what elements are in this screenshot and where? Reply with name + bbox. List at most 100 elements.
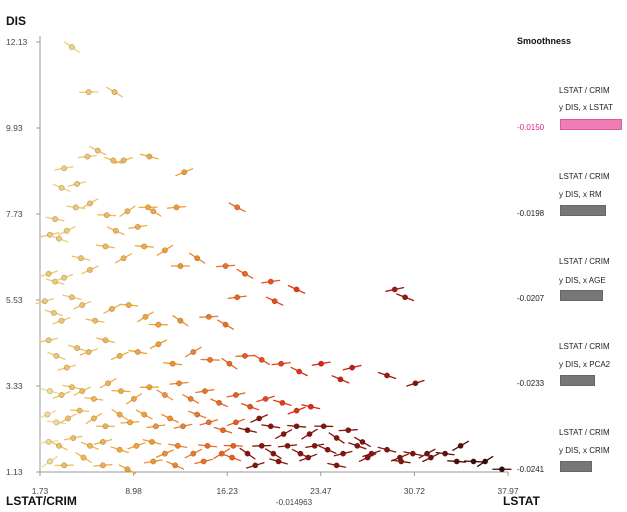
data-point (152, 423, 159, 430)
ranking-item-title: LSTAT / CRIM (559, 86, 610, 95)
data-point (84, 153, 91, 160)
ranking-item-axes: y DIS, x CRIM (559, 446, 610, 455)
data-point (412, 380, 419, 387)
data-point (146, 153, 153, 160)
data-point (318, 360, 325, 367)
data-point (187, 395, 194, 402)
data-point (247, 403, 254, 410)
ranking-item-bar[interactable] (560, 290, 604, 301)
data-point (482, 458, 489, 465)
data-point (45, 270, 52, 277)
data-point (359, 438, 366, 445)
data-point (307, 403, 314, 410)
ranking-item-bar[interactable] (560, 461, 592, 472)
data-point (384, 446, 390, 453)
data-point (87, 266, 93, 273)
data-point (52, 278, 59, 285)
data-point (180, 423, 186, 430)
data-point (155, 341, 162, 348)
ranking-item-bar[interactable] (560, 375, 595, 386)
data-point (173, 204, 180, 211)
data-point (207, 356, 214, 363)
data-point (194, 411, 201, 418)
data-point (402, 294, 409, 301)
data-point (99, 438, 106, 445)
data-point (149, 438, 155, 445)
ranking-item-value: -0.0241 (517, 465, 545, 474)
data-point (125, 302, 132, 309)
data-point (284, 442, 291, 449)
data-point (354, 442, 361, 449)
data-point (94, 147, 101, 154)
data-point (258, 442, 265, 449)
data-point (63, 364, 70, 371)
data-point (87, 442, 93, 449)
data-point (174, 442, 181, 449)
data-point (216, 399, 223, 406)
ranking-item-value: -0.0150 (517, 123, 545, 132)
data-point (169, 360, 176, 367)
data-point (409, 450, 416, 457)
data-point (280, 431, 287, 438)
data-point (105, 380, 112, 387)
data-point (79, 302, 86, 309)
data-point (364, 454, 371, 461)
data-point (110, 157, 117, 164)
data-point (293, 407, 300, 414)
data-point (133, 442, 140, 449)
smoothness-panel-title: Smoothness (517, 36, 572, 46)
data-point (234, 204, 241, 211)
data-point (74, 345, 81, 352)
data-point (50, 309, 57, 316)
x-tick-label: 30.72 (404, 486, 426, 496)
data-point (70, 435, 77, 441)
data-point (87, 200, 93, 207)
y-axis-label: DIS (6, 14, 27, 28)
data-point (232, 392, 239, 398)
ranking-item-value: -0.0233 (517, 379, 545, 388)
data-point (111, 89, 118, 95)
data-point (470, 458, 477, 465)
data-point (442, 450, 449, 457)
data-point (102, 423, 109, 430)
axes: 1.73 8.98 16.23 23.47 30.72 37.97 12.13 9.93 7.7… (6, 36, 519, 496)
y-tick-label: 1.13 (6, 467, 23, 477)
ranking-item-bar[interactable] (560, 119, 622, 130)
data-point (141, 411, 148, 418)
data-point (76, 407, 83, 414)
data-point (79, 388, 86, 395)
data-point (256, 415, 263, 422)
data-point (267, 278, 274, 285)
data-point (142, 313, 149, 320)
data-point (220, 427, 226, 434)
data-point (68, 294, 75, 301)
x-axis-secondary-label: LSTAT/CRIM (6, 494, 77, 508)
data-point (232, 419, 239, 426)
ranking-item-axes: y DIS, x LSTAT (559, 103, 613, 112)
data-point (349, 364, 356, 371)
x-tick-label: 37.97 (497, 486, 519, 496)
data-point (80, 454, 87, 461)
data-point (102, 337, 109, 344)
data-point (99, 462, 106, 469)
data-point (161, 247, 168, 254)
y-tick-label: 5.53 (6, 295, 23, 305)
data-point (320, 423, 327, 430)
data-point (146, 384, 153, 391)
data-point (102, 243, 109, 250)
data-point (190, 450, 197, 457)
data-point (279, 399, 286, 406)
data-point (384, 372, 390, 379)
data-point (234, 294, 241, 301)
data-point (293, 423, 300, 430)
data-point (118, 388, 124, 395)
data-point (150, 208, 157, 215)
data-point (120, 157, 127, 164)
data-point (46, 388, 53, 395)
data-point (176, 380, 183, 387)
data-point (161, 450, 168, 457)
data-point (116, 352, 123, 359)
ranking-item-bar[interactable] (560, 205, 607, 216)
y-tick-label: 12.13 (6, 37, 28, 47)
